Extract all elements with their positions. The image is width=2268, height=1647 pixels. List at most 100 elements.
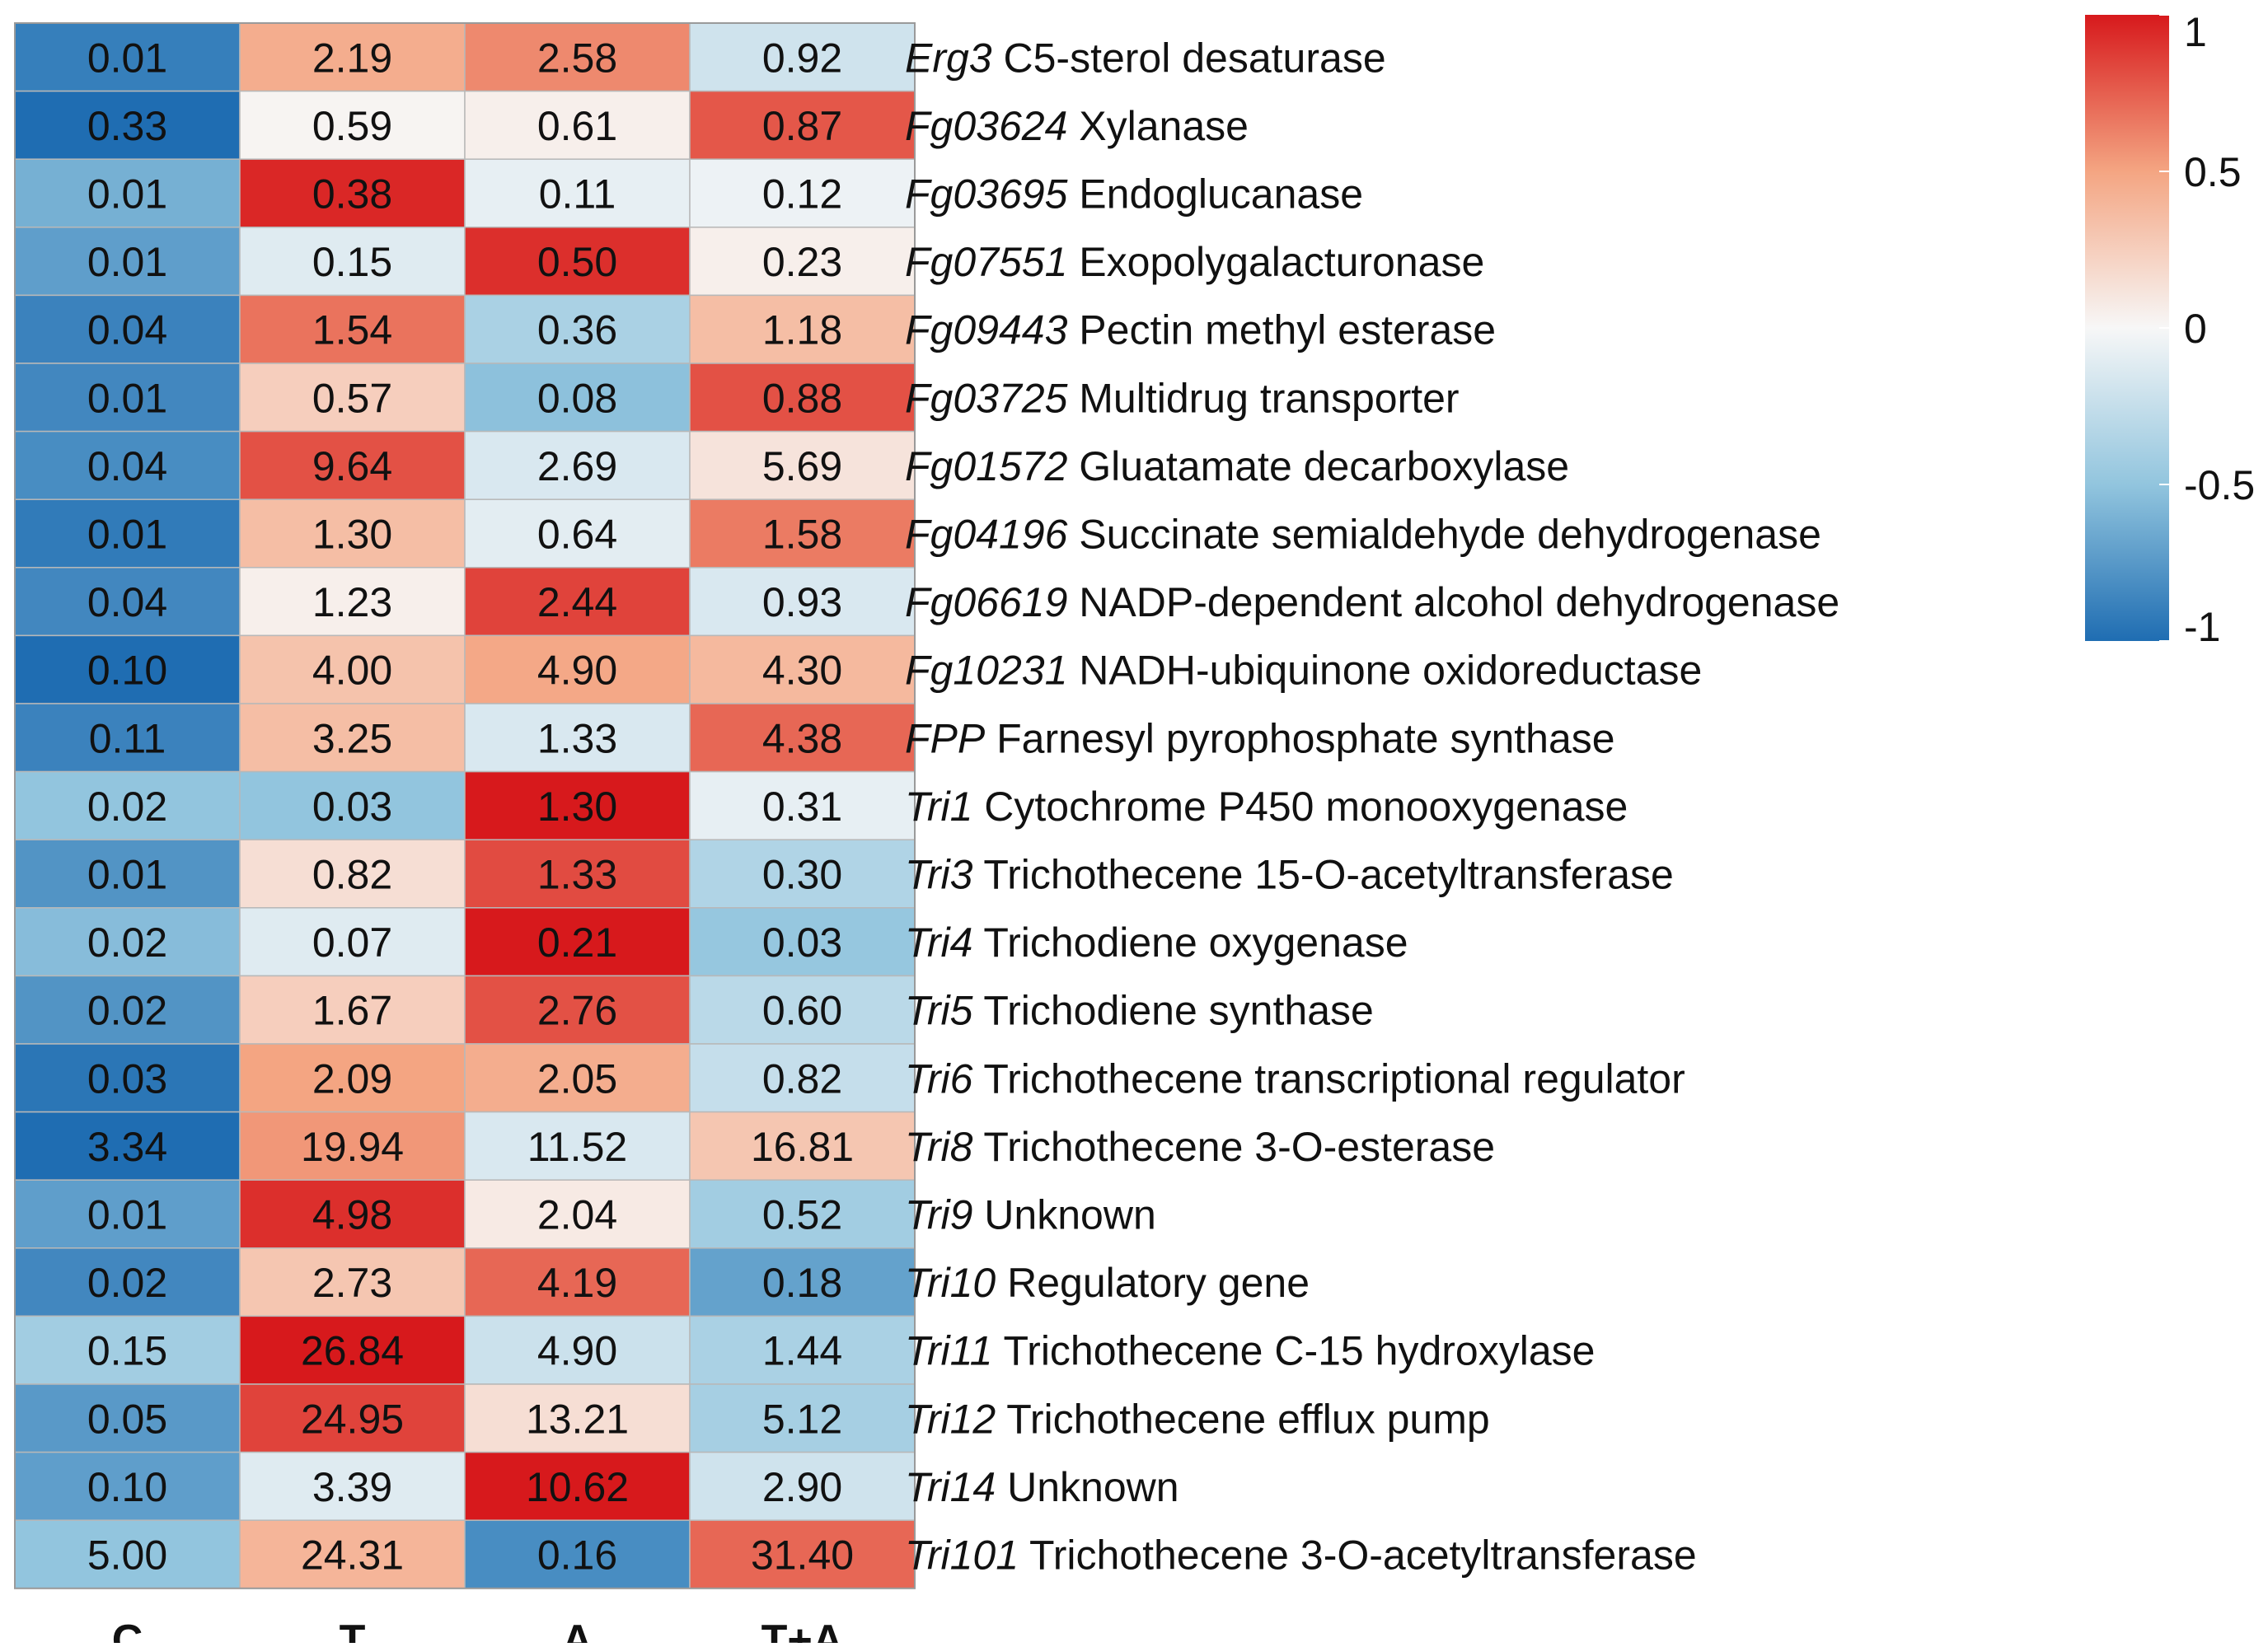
heatmap-cell bbox=[689, 1519, 916, 1589]
cell-value-label: 0.36 bbox=[537, 307, 617, 353]
row-label: Fg01572 Gluatamate decarboxylase bbox=[905, 443, 1569, 489]
gene-name: FPP bbox=[905, 715, 986, 761]
row-label: Tri11 Trichothecene C-15 hydroxylase bbox=[905, 1328, 1595, 1374]
row-label: Tri9 Unknown bbox=[905, 1192, 1156, 1238]
gene-description: Pectin methyl esterase bbox=[1067, 307, 1496, 353]
cell-value-label: 2.05 bbox=[537, 1055, 617, 1102]
gene-description: Trichothecene transcriptional regulator bbox=[972, 1055, 1685, 1102]
gene-description: Succinate semialdehyde dehydrogenase bbox=[1067, 512, 1821, 558]
cell-value-label: 0.30 bbox=[762, 852, 842, 898]
heatmap-cell bbox=[689, 1111, 916, 1181]
gene-description: Trichothecene 3-O-esterase bbox=[972, 1124, 1495, 1170]
cell-value-label: 0.33 bbox=[87, 103, 167, 149]
cell-value-label: 0.11 bbox=[89, 715, 166, 761]
heatmap-cell bbox=[239, 363, 466, 433]
gene-description: NADH-ubiquinone oxidoreductase bbox=[1067, 648, 1702, 694]
gene-name: Fg10231 bbox=[905, 648, 1067, 694]
gene-description: Trichothecene 3-O-acetyltransferase bbox=[1019, 1532, 1697, 1579]
cell-value-label: 4.19 bbox=[537, 1260, 617, 1306]
cell-value-label: 0.01 bbox=[87, 239, 167, 285]
gene-name: Fg07551 bbox=[905, 239, 1067, 285]
gene-description: Trichodiene synthase bbox=[972, 988, 1373, 1034]
gene-name: Fg03624 bbox=[905, 103, 1067, 149]
cell-value-label: 2.04 bbox=[537, 1192, 617, 1238]
cell-value-label: 0.82 bbox=[312, 852, 392, 898]
cell-value-label: 5.00 bbox=[87, 1532, 167, 1579]
gene-name: Fg01572 bbox=[905, 443, 1068, 489]
heatmap-cell bbox=[239, 1247, 466, 1317]
heatmap-cell bbox=[464, 975, 691, 1045]
cell-value-label: 0.59 bbox=[312, 103, 392, 149]
row-label: Fg03695 Endoglucanase bbox=[905, 171, 1363, 218]
cell-value-label: 2.90 bbox=[762, 1464, 842, 1510]
cell-value-label: 4.90 bbox=[537, 648, 617, 694]
heatmap-cell bbox=[689, 158, 916, 228]
cell-value-label: 26.84 bbox=[301, 1328, 404, 1374]
row-label: Erg3 C5-sterol desaturase bbox=[905, 35, 1386, 81]
heatmap-cell bbox=[689, 1383, 916, 1453]
heatmap-cell bbox=[14, 1179, 241, 1249]
heatmap-cell bbox=[689, 907, 916, 977]
row-label: FPP Farnesyl pyrophosphate synthase bbox=[905, 715, 1615, 761]
cell-value-label: 0.03 bbox=[87, 1055, 167, 1102]
cell-value-label: 5.12 bbox=[762, 1396, 842, 1442]
heatmap-cell bbox=[14, 22, 241, 92]
heatmap-cell bbox=[14, 498, 241, 568]
row-label: Fg10231 NADH-ubiquinone oxidoreductase bbox=[905, 648, 1702, 694]
row-label: Tri10 Regulatory gene bbox=[905, 1260, 1310, 1306]
cell-value-label: 24.31 bbox=[301, 1532, 404, 1579]
heatmap-cell bbox=[464, 1247, 691, 1317]
cell-value-label: 1.30 bbox=[537, 784, 617, 830]
gene-description: Trichothecene 15-O-acetyltransferase bbox=[972, 852, 1673, 898]
row-labels: Erg3 C5-sterol desaturase Fg03624 Xylanas… bbox=[905, 35, 1839, 1578]
cell-value-label: 31.40 bbox=[751, 1532, 854, 1579]
heatmap-cell bbox=[464, 839, 691, 909]
heatmap-cell bbox=[239, 634, 466, 704]
heatmap-cell bbox=[689, 1179, 916, 1249]
cell-value-label: 0.01 bbox=[87, 35, 167, 81]
heatmap-cell bbox=[239, 839, 466, 909]
column-labels: C T A T+A bbox=[112, 1617, 844, 1647]
cell-value-label: 0.92 bbox=[762, 35, 842, 81]
heatmap-cell bbox=[689, 90, 916, 160]
cell-value-label: 2.44 bbox=[537, 579, 617, 625]
heatmap-cell bbox=[464, 294, 691, 364]
cell-value-label: 0.10 bbox=[87, 1464, 167, 1510]
cell-value-label: 3.25 bbox=[312, 715, 392, 761]
gene-name: Tri1 bbox=[905, 784, 972, 830]
cell-value-label: 4.90 bbox=[537, 1328, 617, 1374]
heatmap-cell bbox=[239, 770, 466, 840]
heatmap-cell bbox=[14, 1519, 241, 1589]
heatmap-cell bbox=[239, 90, 466, 160]
gene-name: Fg04196 bbox=[905, 512, 1068, 558]
heatmap-cell bbox=[689, 22, 916, 92]
cell-value-label: 0.60 bbox=[762, 988, 842, 1034]
heatmap-cell bbox=[464, 1315, 691, 1385]
cell-value-label: 2.69 bbox=[537, 443, 617, 489]
gene-name: Fg09443 bbox=[905, 307, 1068, 353]
gene-name: Fg03695 bbox=[905, 171, 1068, 218]
cell-value-label: 1.33 bbox=[537, 852, 617, 898]
heatmap-cell bbox=[14, 294, 241, 364]
column-label: A bbox=[562, 1617, 593, 1643]
heatmap-cell bbox=[239, 1383, 466, 1453]
cell-value-label: 0.01 bbox=[87, 375, 167, 421]
cell-value-label: 0.82 bbox=[762, 1055, 842, 1102]
gene-description: Unknown bbox=[972, 1192, 1155, 1238]
cell-value-label: 2.76 bbox=[537, 988, 617, 1034]
heatmap-cells: 0.01 2.19 2.58 0.92 0.33 0.59 0.61 0.87 0.01 0.38… bbox=[14, 22, 916, 1589]
cell-value-label: 0.08 bbox=[537, 375, 617, 421]
cell-value-label: 0.57 bbox=[312, 375, 392, 421]
heatmap-cell bbox=[14, 1043, 241, 1113]
heatmap-cell bbox=[689, 1043, 916, 1113]
cell-value-label: 4.30 bbox=[762, 648, 842, 694]
legend-tick-label: 0.5 bbox=[2184, 149, 2242, 195]
gene-name: Tri14 bbox=[905, 1464, 996, 1510]
heatmap-cell bbox=[239, 1451, 466, 1521]
cell-value-label: 5.69 bbox=[762, 443, 842, 489]
legend-color-bar bbox=[2085, 15, 2169, 641]
heatmap-cell bbox=[464, 1383, 691, 1453]
cell-value-label: 0.11 bbox=[539, 171, 616, 218]
